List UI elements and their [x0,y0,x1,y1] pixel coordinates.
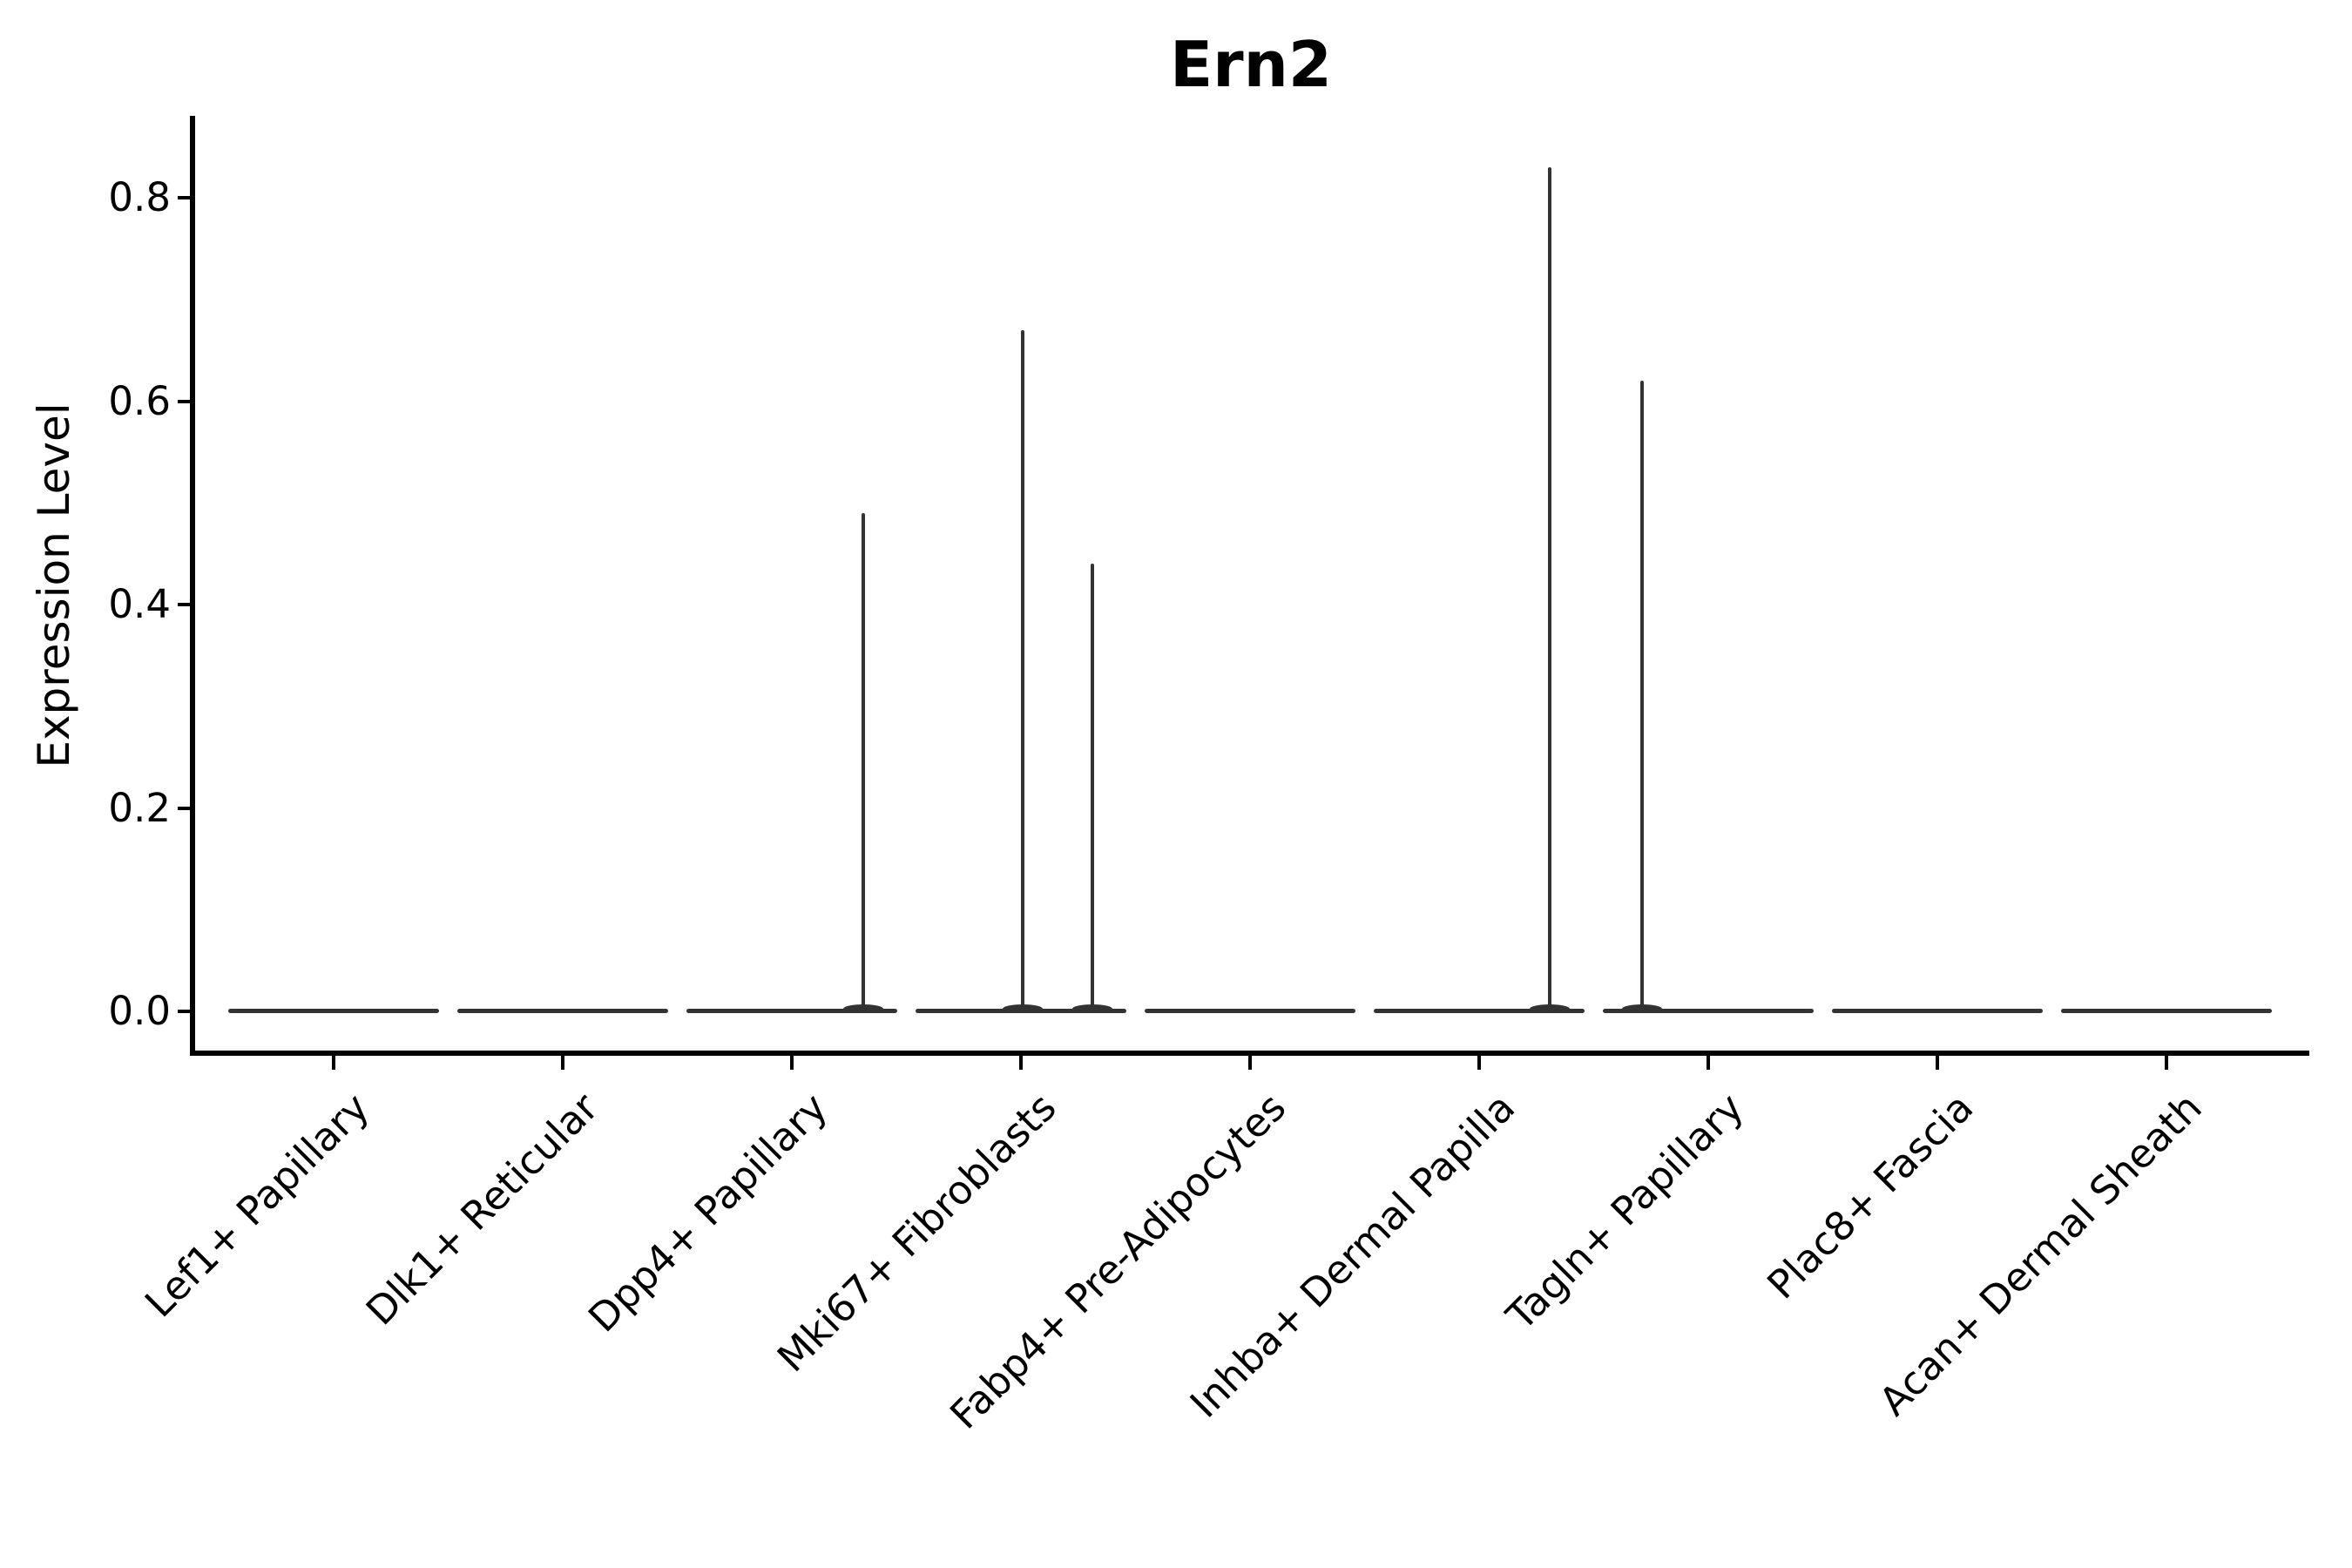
y-tick-label: 0.8 [108,174,171,220]
category-label: Lef1+ Papillary [136,1084,379,1327]
y-tick-label: 0.2 [108,785,171,831]
violin-base [1374,1009,1585,1013]
violin-spike [1640,381,1644,1013]
y-tick-mark [178,400,190,403]
violin-base [1603,1009,1814,1013]
y-tick-mark [178,196,190,199]
violin-base [1832,1009,2043,1013]
y-tick-label: 0.4 [108,581,171,627]
x-tick-mark [332,1056,335,1070]
category-label: Dlk1+ Reticular [357,1084,608,1335]
y-tick-mark [178,603,190,606]
x-tick-mark [1019,1056,1023,1070]
category-label: Tagln+ Papillary [1497,1084,1754,1340]
violin-spike [1021,330,1024,1013]
violin-base [1145,1009,1355,1013]
y-tick-label: 0.6 [108,378,171,424]
category-label: Dpp4+ Papillary [579,1084,837,1342]
x-tick-mark [561,1056,564,1070]
x-tick-mark [1477,1056,1481,1070]
y-tick-mark [178,1010,190,1013]
violin-spike [862,513,865,1013]
y-tick-label: 0.0 [108,988,171,1034]
x-tick-mark [1248,1056,1252,1070]
category-label: Plac8+ Fascia [1758,1084,1983,1308]
violin-base [2061,1009,2272,1013]
x-tick-mark [1936,1056,1939,1070]
chart-title: Ern2 [1169,28,1333,101]
violin-base [228,1009,439,1013]
y-tick-mark [178,807,190,810]
x-tick-mark [790,1056,794,1070]
x-tick-mark [1707,1056,1710,1070]
x-axis-spine [190,1051,2309,1056]
violin-spike [1548,167,1551,1013]
violin-base [457,1009,668,1013]
x-tick-mark [2165,1056,2168,1070]
y-axis-spine [190,116,195,1056]
violin-base [686,1009,897,1013]
violin-spike [1091,564,1094,1013]
